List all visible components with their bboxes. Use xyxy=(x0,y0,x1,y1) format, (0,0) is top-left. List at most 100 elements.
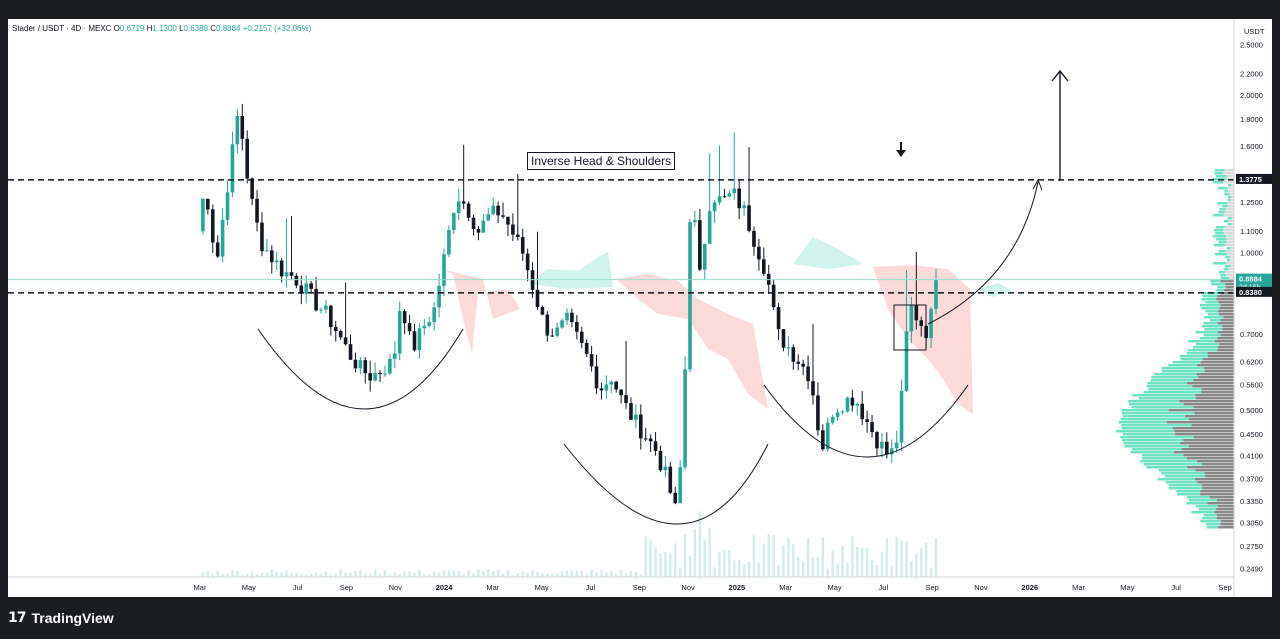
time-axis[interactable]: Mar May Jul Sep Nov 2024 Mar May Jul Sep Nov 2025 Ma… xyxy=(8,576,1234,592)
profile-bar-buy xyxy=(1207,313,1219,316)
volume-bar xyxy=(506,570,510,577)
price-axis-unit: USDT xyxy=(1244,27,1265,36)
candle-body xyxy=(845,397,850,412)
profile-bar-buy xyxy=(1120,418,1189,421)
candle-body xyxy=(771,284,776,308)
volume-bar xyxy=(880,551,884,577)
candle-body xyxy=(919,320,924,326)
profile-bar-buy xyxy=(1143,463,1203,466)
volume-bar xyxy=(713,567,716,577)
time-tick-label: Nov xyxy=(681,583,695,592)
profile-bar-buy xyxy=(1220,274,1227,277)
candle-body xyxy=(210,209,215,243)
time-tick-label: Jul xyxy=(293,583,303,592)
price-chart[interactable]: USDT 2.5000 2.2000 2.0000 1.8000 1.6000 1.2500… xyxy=(8,19,1272,597)
volume-bar xyxy=(206,570,210,577)
profile-bar-sell xyxy=(1194,478,1234,481)
profile-bar-buy xyxy=(1220,277,1230,280)
profile-bar-buy xyxy=(1122,433,1176,436)
drawings xyxy=(257,69,1069,525)
candle-body xyxy=(274,260,279,263)
volume-bar xyxy=(398,574,401,577)
profile-bar-buy xyxy=(1217,202,1228,205)
price-tick-label: 0.4100 xyxy=(1240,451,1263,460)
volume-bar xyxy=(349,572,352,577)
volume-bar xyxy=(492,570,495,577)
profile-bar-sell xyxy=(1209,496,1234,499)
chart-frame[interactable]: USDT 2.5000 2.2000 2.0000 1.8000 1.6000 1.2500… xyxy=(8,19,1272,597)
profile-bar-buy xyxy=(1211,283,1226,286)
volume-bar xyxy=(551,574,554,577)
time-tick-label: May xyxy=(827,583,841,592)
volume-bar xyxy=(659,553,662,577)
profile-bar-buy xyxy=(1158,469,1196,472)
time-tick-label: Sep xyxy=(340,583,353,592)
volume-bar xyxy=(693,528,697,577)
candle-body xyxy=(742,205,746,209)
profile-bar-buy xyxy=(1193,346,1218,349)
candle-body xyxy=(511,224,515,235)
volume-bar xyxy=(605,572,608,577)
volume-bar xyxy=(305,574,308,577)
cloud-area xyxy=(873,265,973,414)
candle-body xyxy=(506,216,510,225)
profile-bar-buy xyxy=(1201,298,1217,301)
candle-body xyxy=(683,369,687,468)
volume-bar xyxy=(875,564,879,577)
candle-body xyxy=(668,466,673,493)
volume-bar xyxy=(841,546,844,577)
volume-bar xyxy=(359,569,362,577)
candle-body xyxy=(393,353,397,359)
volume-bar xyxy=(295,573,298,577)
pattern-label[interactable]: Inverse Head & Shoulders xyxy=(527,152,676,170)
volume-bar xyxy=(629,570,633,577)
profile-bar-sell xyxy=(1228,220,1234,223)
volume-bar xyxy=(890,566,893,577)
candle-body xyxy=(722,196,727,198)
candle-body xyxy=(835,412,840,417)
profile-bar-buy xyxy=(1224,190,1229,193)
profile-bar-sell xyxy=(1196,373,1234,376)
profile-bar-sell xyxy=(1225,286,1234,289)
candle-body xyxy=(663,466,668,471)
profile-bar-buy xyxy=(1188,349,1218,352)
profile-bar-sell xyxy=(1214,340,1234,343)
consolidation-box xyxy=(893,304,927,351)
candle-body xyxy=(417,328,422,351)
profile-bar-sell xyxy=(1200,490,1234,493)
profile-bar-buy xyxy=(1204,316,1224,319)
candle-body xyxy=(752,230,756,247)
time-tick-label: 2025 xyxy=(729,583,746,592)
profile-bar-sell xyxy=(1202,358,1234,361)
price-tick-label: 2.0000 xyxy=(1240,91,1263,100)
profile-bar-buy xyxy=(1164,475,1206,478)
profile-bar-sell xyxy=(1192,385,1234,388)
candle-body xyxy=(220,219,225,257)
candle-body xyxy=(427,322,432,326)
volume-bar xyxy=(423,573,426,577)
candle-body xyxy=(358,360,363,369)
profile-bar-sell xyxy=(1223,232,1234,235)
price-tick-label: 1.0000 xyxy=(1240,249,1263,258)
candle-body xyxy=(373,373,377,381)
candle-body xyxy=(934,279,938,309)
time-tick-label: May xyxy=(242,583,256,592)
volume-bar xyxy=(290,572,293,577)
candle-body xyxy=(343,337,348,345)
price-tick-label: 0.2750 xyxy=(1240,542,1263,551)
candle-body xyxy=(447,230,451,255)
symbol-title: Stader / USDT · 4D · MEXC xyxy=(12,24,112,33)
profile-bar-buy xyxy=(1202,325,1223,328)
candle-body xyxy=(614,381,618,390)
candle-body xyxy=(471,217,476,229)
profile-bar-buy xyxy=(1206,523,1221,526)
profile-bar-sell xyxy=(1218,301,1234,304)
candle-body xyxy=(904,331,909,392)
profile-bar-sell xyxy=(1230,265,1234,268)
profile-bar-sell xyxy=(1228,190,1234,193)
volume-bar xyxy=(575,570,579,577)
price-axis[interactable]: USDT 2.5000 2.2000 2.0000 1.8000 1.6000 1.2500… xyxy=(1233,19,1272,597)
profile-bar-buy xyxy=(1212,262,1226,265)
profile-bar-buy xyxy=(1213,181,1224,184)
profile-bar-buy xyxy=(1141,454,1184,457)
